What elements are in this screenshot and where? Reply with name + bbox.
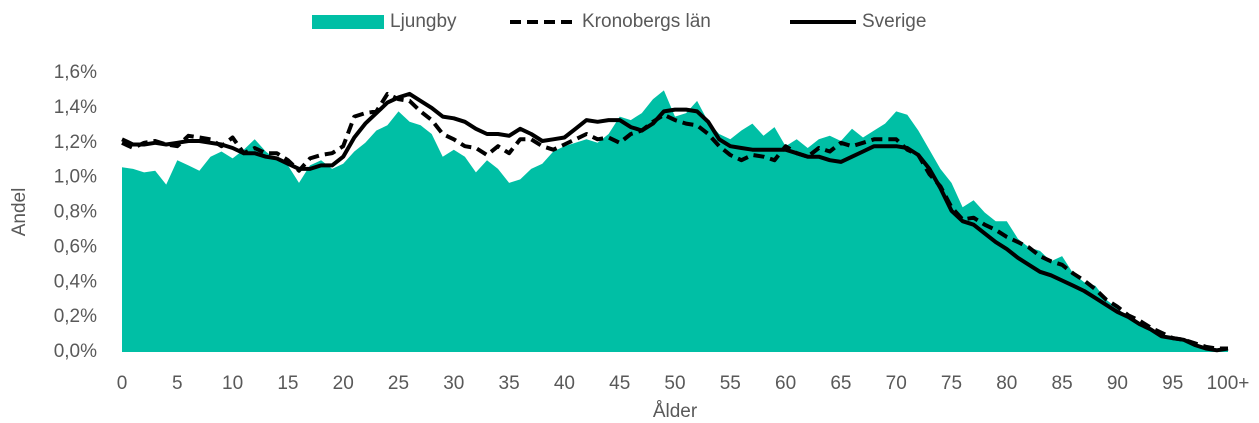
area xyxy=(122,90,1228,353)
y-tick-label: 0,8% xyxy=(54,202,97,223)
legend-swatch xyxy=(312,15,384,29)
y-tick-label: 0,0% xyxy=(54,341,97,362)
y-tick-label: 0,6% xyxy=(54,236,97,257)
x-tick-label: 30 xyxy=(443,373,464,394)
x-tick-label: 50 xyxy=(664,373,685,394)
x-tick-label: 15 xyxy=(277,373,298,394)
x-tick-label: 85 xyxy=(1052,373,1073,394)
x-tick-label: 70 xyxy=(886,373,907,394)
line xyxy=(121,91,1229,353)
x-tick-label: 10 xyxy=(222,373,243,394)
y-tick-label: 0,2% xyxy=(54,306,97,327)
x-tick-label: 0 xyxy=(117,373,128,394)
y-tick-label: 1,4% xyxy=(54,97,97,118)
x-tick-label: 95 xyxy=(1162,373,1183,394)
x-tick-label: 55 xyxy=(720,373,741,394)
x-tick-label: 45 xyxy=(609,373,630,394)
x-tick-label: 100+ xyxy=(1207,373,1250,394)
line xyxy=(121,91,1228,351)
x-tick-label: 25 xyxy=(388,373,409,394)
y-axis-label: Andel xyxy=(9,188,30,237)
y-tick-label: 1,0% xyxy=(54,167,97,188)
y-tick-label: 0,4% xyxy=(54,271,97,292)
y-tick-label: 1,6% xyxy=(54,62,97,83)
legend-label: Ljungby xyxy=(390,11,457,32)
x-tick-label: 35 xyxy=(499,373,520,394)
x-tick-label: 20 xyxy=(333,373,354,394)
x-tick-label: 75 xyxy=(941,373,962,394)
x-tick-label: 60 xyxy=(775,373,796,394)
x-tick-label: 90 xyxy=(1107,373,1128,394)
legend-label: Sverige xyxy=(862,11,926,32)
legend-label: Kronobergs län xyxy=(582,11,711,32)
y-tick-label: 1,2% xyxy=(54,132,97,153)
x-axis-label: Ålder xyxy=(653,401,698,422)
x-tick-label: 65 xyxy=(830,373,851,394)
x-tick-label: 40 xyxy=(554,373,575,394)
x-tick-label: 80 xyxy=(996,373,1017,394)
x-tick-label: 5 xyxy=(172,373,183,394)
